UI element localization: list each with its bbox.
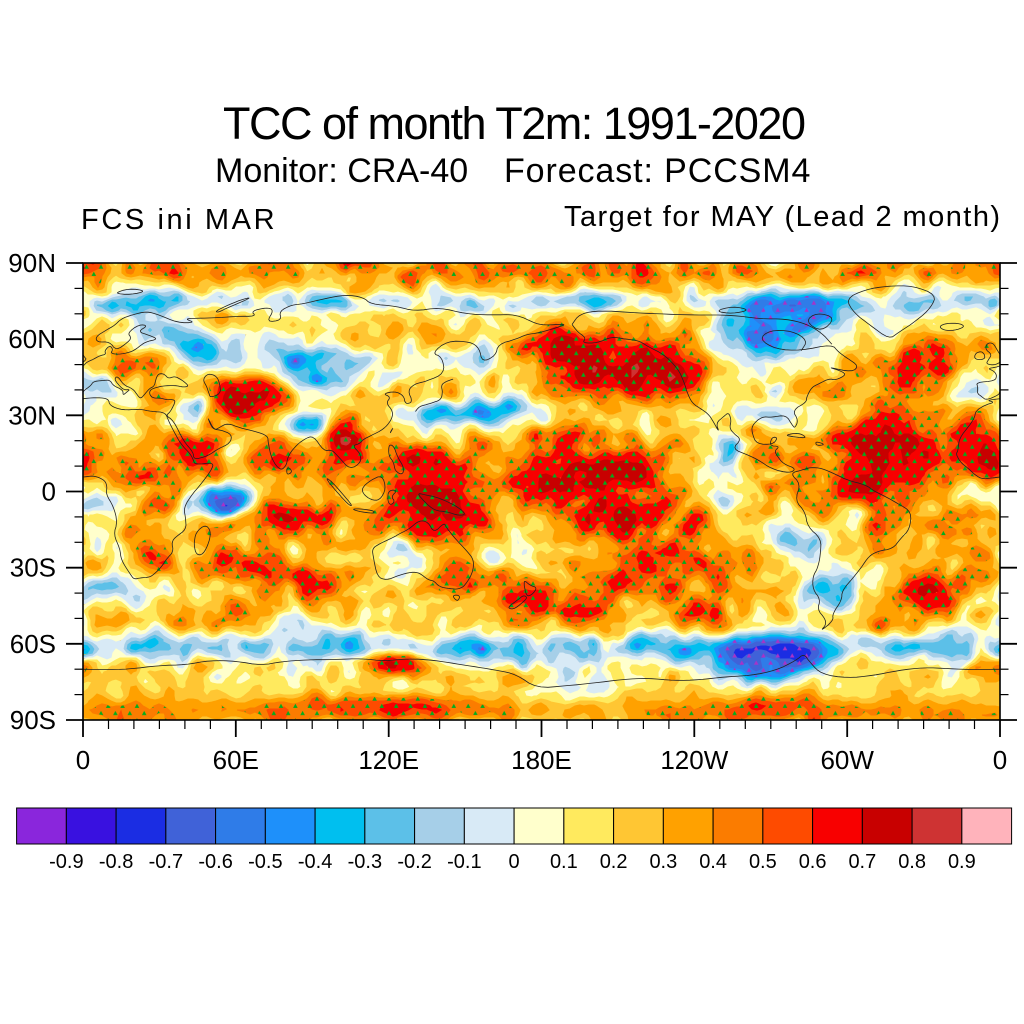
svg-text:-0.9: -0.9 <box>49 851 83 873</box>
svg-text:60W: 60W <box>820 745 874 775</box>
svg-text:60S: 60S <box>10 629 56 659</box>
svg-text:60E: 60E <box>213 745 259 775</box>
svg-text:90N: 90N <box>8 248 56 278</box>
svg-text:-0.4: -0.4 <box>298 851 332 873</box>
svg-text:0.1: 0.1 <box>550 851 578 873</box>
svg-text:90S: 90S <box>10 705 56 735</box>
svg-text:-0.5: -0.5 <box>248 851 282 873</box>
svg-text:-0.6: -0.6 <box>198 851 232 873</box>
svg-text:30S: 30S <box>10 553 56 583</box>
svg-text:0: 0 <box>42 477 56 507</box>
svg-text:180E: 180E <box>511 745 572 775</box>
svg-text:0: 0 <box>993 745 1007 775</box>
svg-text:0.7: 0.7 <box>848 851 876 873</box>
svg-text:30N: 30N <box>8 400 56 430</box>
svg-text:0.3: 0.3 <box>649 851 677 873</box>
svg-text:0.5: 0.5 <box>749 851 777 873</box>
svg-text:60N: 60N <box>8 324 56 354</box>
svg-text:0.6: 0.6 <box>799 851 827 873</box>
svg-text:-0.8: -0.8 <box>99 851 133 873</box>
svg-text:0.8: 0.8 <box>898 851 926 873</box>
svg-text:-0.3: -0.3 <box>348 851 382 873</box>
svg-text:-0.1: -0.1 <box>447 851 481 873</box>
svg-text:0.2: 0.2 <box>600 851 628 873</box>
svg-text:-0.7: -0.7 <box>149 851 183 873</box>
svg-text:Forecast: PCCSM4: Forecast: PCCSM4 <box>504 152 811 190</box>
svg-text:0.9: 0.9 <box>948 851 976 873</box>
svg-text:Monitor: CRA-40: Monitor: CRA-40 <box>215 152 468 190</box>
svg-text:0.4: 0.4 <box>699 851 727 873</box>
svg-text:120E: 120E <box>358 745 419 775</box>
svg-text:-0.2: -0.2 <box>397 851 431 873</box>
svg-text:0: 0 <box>76 745 90 775</box>
svg-text:120W: 120W <box>660 745 728 775</box>
svg-text:TCC of month T2m: 1991-2020: TCC of month T2m: 1991-2020 <box>223 98 805 149</box>
svg-text:FCS ini MAR: FCS ini MAR <box>81 204 277 236</box>
svg-text:0: 0 <box>509 851 520 873</box>
svg-text:Target for MAY (Lead 2 month): Target for MAY (Lead 2 month) <box>564 201 1002 233</box>
